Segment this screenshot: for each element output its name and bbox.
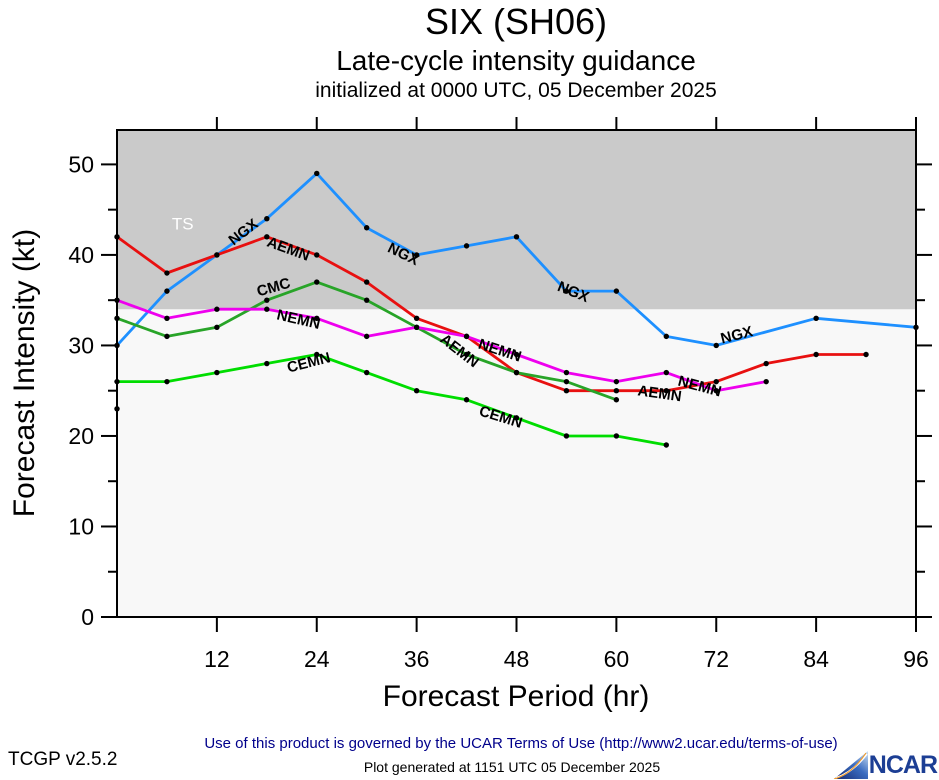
series-marker-NGX [463, 243, 470, 249]
series-marker-CEMN [563, 433, 570, 439]
series-marker-CEMN [463, 397, 470, 403]
storm-title: SIX (SH06) [424, 1, 608, 42]
x-tick-label: 12 [204, 646, 230, 672]
plot-subtitle: Late-cycle intensity guidance [336, 45, 696, 76]
series-marker-CMC [613, 397, 620, 403]
ncar-logo-text: NCAR [868, 751, 938, 779]
series-line-CEMN [115, 353, 668, 447]
y-axis-title: Forecast Intensity (kt) [8, 229, 41, 517]
series-marker-NEMN [513, 351, 520, 358]
ts-zone [117, 130, 916, 310]
series-marker-AEMN [214, 252, 220, 258]
series-marker-CMC [463, 351, 470, 358]
series-marker-NEMN [563, 369, 570, 376]
series-marker-CEMN [264, 360, 270, 367]
series-line-NEMN [115, 298, 768, 393]
x-tick-label: 24 [304, 646, 330, 672]
ucar-terms-line: Use of this product is governed by the U… [204, 735, 838, 752]
series-marker-NEMN [264, 306, 270, 312]
series-marker-NEMN [413, 324, 420, 331]
series-marker-CMC [563, 378, 570, 385]
series-marker-NEMN [214, 306, 220, 312]
series-marker-CMC [314, 279, 320, 285]
x-tick-label: 84 [803, 646, 829, 672]
generated-time-line: Plot generated at 1151 UTC 05 December 2… [363, 759, 661, 775]
series-marker-NGX [663, 333, 670, 340]
title-block: SIX (SH06) Late-cycle intensity guidance… [0, 0, 939, 104]
x-axis-title: Forecast Period (hr) [383, 680, 650, 713]
series-marker-NGX [413, 252, 420, 258]
x-tick-label: 48 [504, 646, 530, 672]
series-label-AEMN: AEMN [637, 382, 683, 405]
series-marker-NEMN [314, 315, 320, 321]
y-tick-label: 0 [81, 604, 94, 630]
series-marker-CEMN [413, 387, 420, 394]
series-marker-CEMN [363, 369, 370, 376]
ts-zone-label: TS [172, 215, 194, 234]
series-marker-AEMN [863, 351, 869, 358]
ncar-logo-sail-icon [833, 751, 868, 779]
series-marker-NEMN [763, 378, 769, 385]
series-marker-CMC [363, 297, 370, 303]
series-marker-CMC [214, 324, 220, 331]
y-tick-label: 30 [68, 332, 94, 358]
series-marker-CEMN [613, 433, 620, 439]
series-marker-CMC [164, 333, 170, 340]
x-tick-label: 96 [903, 646, 929, 672]
series-marker-AEMN [663, 387, 670, 394]
series-marker-CMC [264, 297, 270, 303]
series-marker-NGX [813, 315, 819, 321]
series-marker-CMC [513, 369, 520, 376]
x-tick-label: 72 [703, 646, 729, 672]
series-marker-AEMN [164, 270, 170, 276]
series-marker-NGX [164, 288, 170, 294]
series-marker-NEMN [663, 369, 670, 376]
series-marker-AEMN [713, 378, 719, 385]
series-marker-AEMN [413, 315, 420, 321]
series-marker-NEMN [363, 333, 370, 340]
series-marker-NGX [363, 225, 370, 231]
series-marker-NEMN [613, 378, 620, 385]
y-tick-label: 40 [68, 242, 94, 268]
tcgp-version: TCGP v2.5.2 [8, 749, 118, 770]
series-marker-NEMN [164, 315, 170, 321]
series-marker-AEMN [264, 234, 270, 240]
series-line-AEMN [115, 235, 868, 393]
y-tick-label: 10 [68, 513, 94, 539]
y-tick-label: 20 [68, 423, 94, 449]
x-tick-label: 60 [604, 646, 630, 672]
series-marker-CEMN [663, 442, 670, 448]
series-marker-AEMN [563, 387, 570, 394]
init-time-line: initialized at 0000 UTC, 05 December 202… [315, 79, 717, 102]
series-marker-AEMN [363, 279, 370, 285]
series-marker-NGX [314, 170, 320, 177]
series-marker-NGX [513, 234, 520, 240]
series-marker-AEMN [314, 252, 320, 258]
y-tick-label: 50 [68, 151, 94, 177]
x-tick-label: 36 [404, 646, 430, 672]
series-marker-NGX [264, 216, 270, 222]
series-marker-NGX [613, 288, 620, 294]
series-marker-AEMN [613, 387, 620, 394]
series-marker-NGX [563, 288, 570, 294]
series-marker-NGX [713, 342, 719, 349]
series-marker-NEMN [463, 333, 470, 340]
series-marker-NEMN [713, 387, 719, 394]
series-marker-CEMN [314, 351, 320, 358]
series-marker-CEMN [214, 369, 220, 376]
ncar-logo: NCAR [833, 751, 938, 779]
series-marker-CEMN [164, 378, 170, 385]
series-marker-AEMN [813, 351, 819, 358]
series-marker-CEMN [513, 415, 520, 421]
series-marker-AEMN [763, 360, 769, 367]
